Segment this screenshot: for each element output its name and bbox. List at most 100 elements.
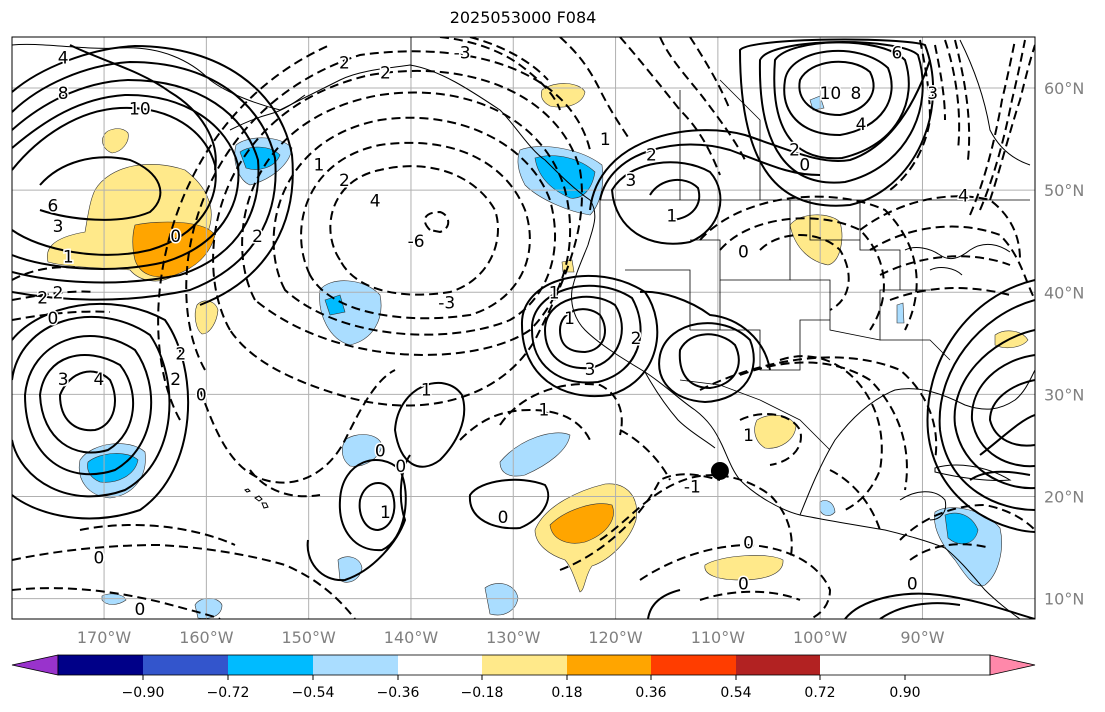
- contour-label: 8: [851, 84, 862, 104]
- contour-label: 8: [58, 84, 69, 104]
- contour-label: 0: [134, 600, 145, 620]
- longitude-tick-label: 100°W: [793, 628, 848, 647]
- latitude-tick-label: 60°N: [1044, 79, 1084, 98]
- contour-label: 0: [907, 574, 918, 594]
- contour-label: 0: [170, 227, 181, 247]
- political-borders: [410, 37, 1030, 451]
- longitude-tick-label: 110°W: [691, 628, 746, 647]
- contour-label: 1: [564, 309, 575, 329]
- contour-label: 6: [48, 196, 59, 216]
- contour-label: 10: [820, 84, 842, 104]
- negative-anomaly-patch: [484, 583, 519, 616]
- contour-label: 10: [129, 99, 151, 119]
- contour-label: 2: [339, 171, 350, 191]
- colorbar-tick-label: −0.90: [122, 685, 165, 701]
- contour-label: 2: [646, 145, 657, 165]
- colorbar-segment: [482, 655, 567, 675]
- colorbar-tick-label: 0.90: [889, 685, 920, 701]
- contour-label: 0: [498, 508, 509, 528]
- contour-label: 4: [856, 115, 867, 135]
- positive-anomaly-patch: [540, 83, 586, 108]
- colorbar-segment: [58, 655, 143, 675]
- strong-negative-anomaly-patch: [324, 294, 346, 316]
- location-marker: [710, 461, 729, 480]
- latitude-tick-label: 50°N: [1044, 181, 1084, 200]
- colorbar: −0.90 −0.72 −0.54 −0.36 −0.18 0.18 0.36 0.54 0.7…: [11, 654, 1036, 701]
- colorbar-segment: [313, 655, 398, 675]
- colorbar-segment: [567, 655, 651, 675]
- colorbar-tick-label: 0.18: [551, 685, 582, 701]
- contour-label: 4: [370, 191, 381, 211]
- strong-negative-anomaly-patch: [239, 146, 281, 170]
- contour-label: 2: [789, 140, 800, 160]
- contour-label: 1: [549, 283, 560, 303]
- colorbar-segment: [398, 655, 482, 675]
- strong-negative-anomaly-patch: [944, 512, 979, 545]
- contour-label: 0: [799, 156, 810, 176]
- contour-label: 0: [48, 309, 59, 329]
- contour-label: 4: [94, 370, 105, 390]
- graticule: [12, 37, 1035, 619]
- negative-anomaly-patch: [896, 302, 905, 324]
- contour-label: 4: [58, 48, 69, 68]
- longitude-tick-label: 120°W: [588, 628, 643, 647]
- contour-label: 1: [600, 130, 611, 150]
- longitude-tick-label: 160°W: [179, 628, 234, 647]
- colorbar-segment: [651, 655, 736, 675]
- contour-label: -3: [438, 293, 455, 313]
- contour-label: 1: [539, 401, 550, 421]
- contour-label: 2: [339, 54, 350, 74]
- contour-label: 2: [380, 64, 391, 84]
- map-title: 2025053000 F084: [449, 8, 597, 27]
- solid-contours: [12, 38, 1035, 619]
- longitude-tick-label: 140°W: [384, 628, 439, 647]
- colorbar-segment: [736, 655, 820, 675]
- contour-label: 1: [313, 156, 324, 176]
- latitude-labels: 60°N 50°N 40°N 30°N 20°N 10°N: [1044, 79, 1084, 609]
- latitude-tick-label: 30°N: [1044, 385, 1084, 404]
- contour-label: 2: [37, 288, 48, 308]
- colorbar-tick-label: −0.36: [377, 685, 420, 701]
- contour-label: 2: [170, 370, 181, 390]
- longitude-tick-label: 170°W: [77, 628, 132, 647]
- shaded-anomalies: [46, 83, 1029, 619]
- negative-anomaly-patch: [194, 597, 223, 619]
- dashed-contours: [12, 37, 1035, 619]
- contour-label: 3: [927, 84, 938, 104]
- contour-label: 3: [585, 360, 596, 380]
- longitude-tick-label: 130°W: [486, 628, 541, 647]
- longitude-labels: 170°W 160°W 150°W 140°W 130°W 120°W 110°W 100°W…: [77, 628, 945, 647]
- colorbar-segment: [228, 655, 313, 675]
- longitude-tick-label: 90°W: [900, 628, 944, 647]
- contour-label: 0: [743, 533, 754, 553]
- colorbar-tick-label: 0.54: [720, 685, 751, 701]
- positive-anomaly-patch: [754, 414, 797, 449]
- colorbar-tick-label: −0.72: [207, 685, 250, 701]
- contour-label: 6: [891, 43, 902, 63]
- contour-label: -3: [454, 43, 471, 63]
- contour-label: 0: [738, 242, 749, 262]
- colorbar-extend-high: [989, 654, 1036, 676]
- colorbar-tick-label: −0.18: [461, 685, 504, 701]
- strong-positive-anomaly-patch: [549, 503, 614, 544]
- contour-label: 1: [380, 503, 391, 523]
- contour-label: 0: [738, 574, 749, 594]
- colorbar-extend-low: [11, 654, 59, 676]
- contour-label: 3: [626, 171, 637, 191]
- negative-anomaly-patch: [499, 432, 571, 477]
- negative-anomaly-patch: [101, 593, 127, 605]
- map-frame: [11, 36, 1036, 620]
- colorbar-tick-label: 0.36: [635, 685, 666, 701]
- contour-label: 3: [58, 370, 69, 390]
- latitude-tick-label: 20°N: [1044, 487, 1084, 506]
- colorbar-tick-label: −0.54: [292, 685, 335, 701]
- contour-label: 4: [958, 186, 969, 206]
- contour-label: 1: [421, 380, 432, 400]
- positive-anomaly-patch: [704, 555, 784, 581]
- negative-anomaly-patch: [819, 500, 836, 516]
- latitude-tick-label: 10°N: [1044, 590, 1084, 609]
- contour-label: 1: [666, 207, 677, 227]
- coastlines: [12, 39, 1035, 619]
